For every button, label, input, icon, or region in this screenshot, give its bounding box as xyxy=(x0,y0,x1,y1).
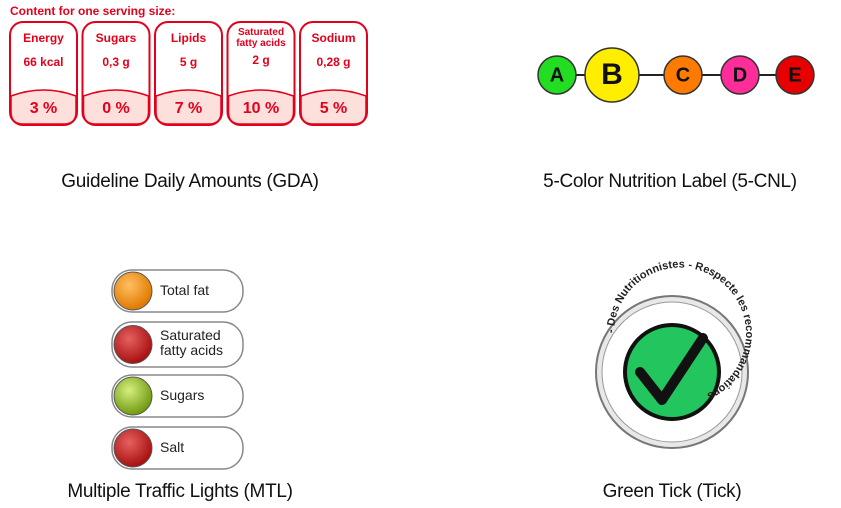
gda-caption: Guideline Daily Amounts (GDA) xyxy=(61,171,319,192)
grade-circle xyxy=(584,47,640,103)
traffic-light xyxy=(113,271,153,311)
light-label: Saturated fatty acids xyxy=(160,327,224,358)
gda-percent: 0 % xyxy=(102,100,130,117)
gda-percent: 5 % xyxy=(319,100,348,117)
gda-name: Sugars xyxy=(95,31,137,45)
light-label: Salt xyxy=(160,439,185,455)
traffic-light xyxy=(113,325,153,364)
gda-percent: 7 % xyxy=(174,100,203,117)
gda-name: Lipids xyxy=(170,31,207,45)
grade-letter: E xyxy=(788,64,801,86)
grade-circle xyxy=(775,55,815,95)
gda-amount: 2 g xyxy=(252,53,270,67)
grade-letter: D xyxy=(733,64,747,86)
gda-percent-area xyxy=(155,89,222,125)
gda-percent: 3 % xyxy=(29,100,58,117)
gda-name: Saturated fatty acids xyxy=(236,27,286,49)
gda-amount: 5 g xyxy=(179,55,198,69)
gda-amount: 0,3 g xyxy=(102,55,130,69)
gda-amount: 0,28 g xyxy=(316,55,351,69)
gda-name: Sodium xyxy=(311,31,356,45)
light-label: Total fat xyxy=(160,282,210,298)
grade-letter: B xyxy=(601,58,623,91)
check-mark xyxy=(635,333,708,405)
gda-heading: Content for one serving size: xyxy=(10,4,176,18)
gda-percent-area xyxy=(300,89,367,125)
gda-percent: 10 % xyxy=(242,100,280,117)
gda-percent-area xyxy=(82,89,150,125)
tick-caption: Green Tick (Tick) xyxy=(602,481,742,502)
cnl-caption: 5-Color Nutrition Label (5-CNL) xyxy=(543,171,797,192)
gda-amount: 66 kcal xyxy=(23,55,64,69)
gda-name: Energy xyxy=(23,31,64,45)
traffic-light xyxy=(113,376,153,416)
gda-percent-area xyxy=(227,89,295,125)
mtl-caption: Multiple Traffic Lights (MTL) xyxy=(67,481,293,502)
light-label: Sugars xyxy=(160,387,205,403)
grade-circle xyxy=(537,55,577,95)
grade-letter: C xyxy=(676,64,690,86)
grade-circle xyxy=(663,55,703,95)
traffic-light xyxy=(113,428,153,468)
grade-circle xyxy=(720,55,760,95)
gda-percent-area xyxy=(10,89,77,125)
grade-letter: A xyxy=(550,64,564,86)
